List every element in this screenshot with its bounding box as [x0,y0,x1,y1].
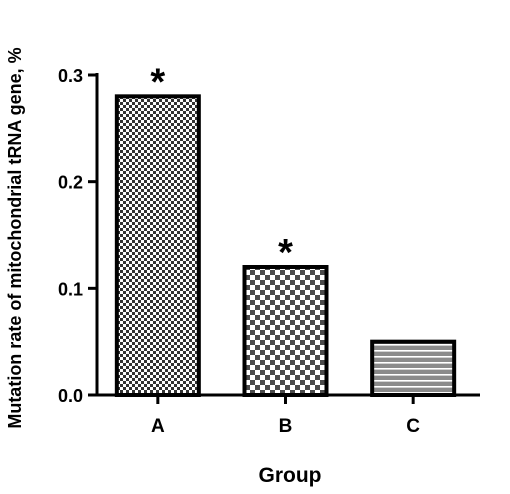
bar-A [114,94,201,397]
x-tick-label: A [151,416,165,437]
y-tick-label: 0.1 [58,279,83,299]
y-tick-label: 0.3 [58,66,83,86]
x-tick-label: C [406,416,420,437]
significance-annotations: ** [150,61,293,274]
y-axis-label: Mutation rate of mitochondrial tRNA gene… [5,47,25,428]
y-axis: 0.0 0.1 0.2 0.3 [58,66,99,406]
bar-B [242,265,329,397]
y-tick-label: 0.2 [58,173,83,193]
x-axis: A B C [95,393,480,437]
y-tick-label: 0.0 [58,386,83,406]
x-tick-label: B [279,416,293,437]
significance-asterisk: * [278,232,293,274]
bars [114,94,457,397]
significance-asterisk: * [150,61,165,103]
x-axis-label: Group [259,464,322,487]
bar-C [370,339,457,397]
